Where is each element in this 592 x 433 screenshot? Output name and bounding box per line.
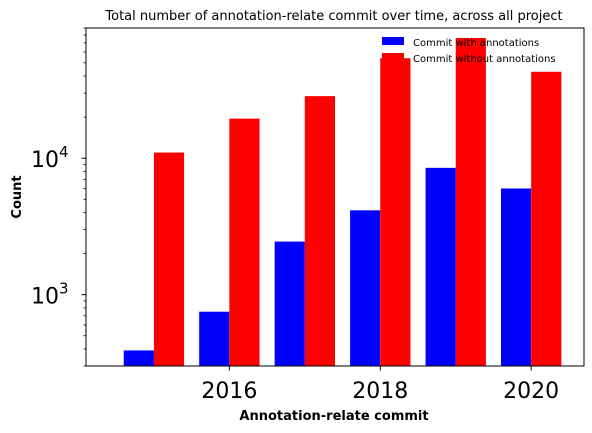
- y-tick-label: 103: [31, 280, 69, 310]
- legend-label-with-annotations: Commit with annotations: [413, 38, 539, 49]
- plot-frame: [85, 27, 585, 367]
- bar-with-annotations-2016: [199, 311, 230, 366]
- bars-group: [123, 38, 562, 367]
- x-axis-label: Annotation-relate commit: [239, 409, 428, 424]
- bar-with-annotations-2017: [274, 241, 305, 366]
- x-axis-ticks: 2016 2018 2020: [201, 366, 559, 404]
- bar-with-annotations-2020: [501, 188, 532, 366]
- bar-with-annotations-2019: [425, 167, 456, 366]
- bar-without-annotations-2017: [304, 96, 335, 366]
- chart-title: Total number of annotation-relate commit…: [104, 9, 562, 24]
- y-axis-label: Count: [10, 175, 25, 218]
- legend-swatch-with-annotations: [382, 37, 404, 45]
- bar-without-annotations-2015: [153, 152, 185, 366]
- bar-with-annotations-2015: [123, 350, 154, 366]
- y-axis-ticks: 103 104: [31, 27, 86, 367]
- x-tick-label-2020: 2020: [503, 379, 559, 404]
- x-tick-label-2016: 2016: [201, 379, 257, 404]
- legend: Commit with annotations Commit without a…: [382, 37, 556, 65]
- bar-without-annotations-2018: [380, 58, 411, 367]
- legend-label-without-annotations: Commit without annotations: [413, 54, 556, 65]
- bar-with-annotations-2018: [350, 210, 381, 366]
- bar-without-annotations-2016: [229, 118, 260, 366]
- bar-without-annotations-2020: [531, 71, 562, 367]
- legend-swatch-without-annotations: [382, 53, 404, 61]
- bar-without-annotations-2019: [455, 38, 486, 367]
- y-tick-label: 104: [31, 143, 69, 173]
- x-tick-label-2018: 2018: [352, 379, 408, 404]
